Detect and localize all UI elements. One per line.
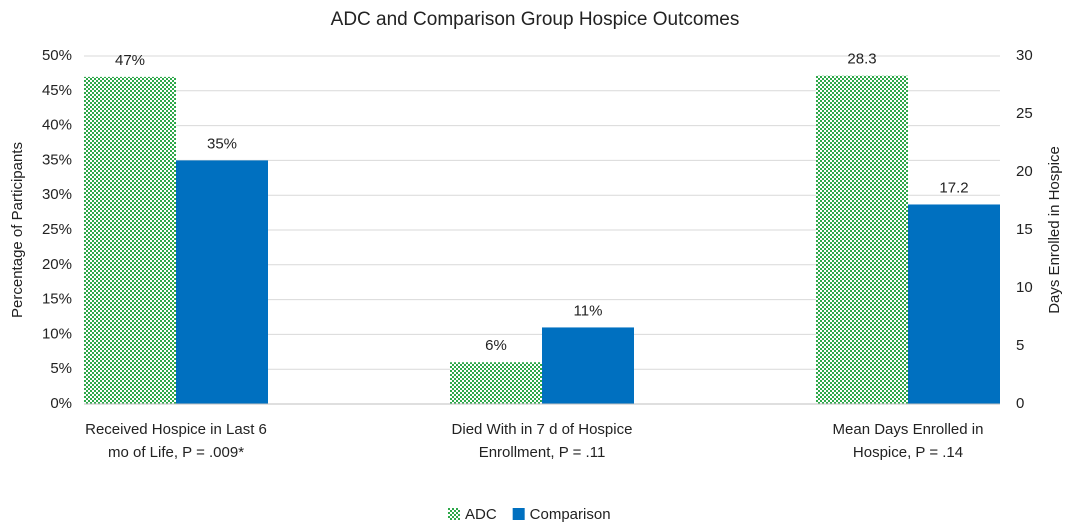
y-tick-label: 35% xyxy=(42,151,72,168)
y-tick-label: 30% xyxy=(42,186,72,203)
y2-axis-label: Days Enrolled in Hospice xyxy=(1046,146,1063,314)
y-tick-label: 40% xyxy=(42,117,72,134)
y-tick-label: 20% xyxy=(42,256,72,273)
bar xyxy=(450,362,542,404)
y2-tick-label: 30 xyxy=(1016,47,1033,64)
y-tick-label: 10% xyxy=(42,325,72,342)
bar xyxy=(84,76,176,404)
y-tick-label: 50% xyxy=(42,47,72,64)
bar xyxy=(176,160,268,404)
x-tick-label: Received Hospice in Last 6 mo of Life, P… xyxy=(85,421,267,461)
bar xyxy=(908,204,1000,404)
value-label: 47% xyxy=(115,52,145,69)
y2-tick-label: 25 xyxy=(1016,105,1033,122)
y-tick-label: 25% xyxy=(42,221,72,238)
y2-tick-label: 15 xyxy=(1016,221,1033,238)
x-tick-label: Died With in 7 d of Hospice Enrollment, … xyxy=(451,421,633,461)
legend-label: ADC xyxy=(465,506,497,523)
y2-tick-label: 5 xyxy=(1016,337,1024,354)
value-label: 35% xyxy=(207,135,237,152)
y-tick-label: 45% xyxy=(42,82,72,99)
y2-tick-label: 10 xyxy=(1016,279,1033,296)
y-axis-label: Percentage of Participants xyxy=(9,142,26,318)
y-tick-label: 5% xyxy=(50,360,72,377)
y-tick-label: 0% xyxy=(50,395,72,412)
value-label: 6% xyxy=(485,337,507,354)
legend-swatch xyxy=(448,508,460,520)
x-tick-label: Mean Days Enrolled in Hospice, P = .14 xyxy=(832,421,984,461)
bar xyxy=(816,75,908,404)
value-label: 17.2 xyxy=(939,179,968,196)
bar xyxy=(542,327,634,404)
value-label: 11% xyxy=(574,302,603,319)
y-tick-label: 15% xyxy=(42,291,72,308)
value-label: 28.3 xyxy=(847,51,876,68)
y2-tick-label: 0 xyxy=(1016,395,1024,412)
y2-tick-label: 20 xyxy=(1016,163,1033,180)
legend-label: Comparison xyxy=(530,506,611,523)
chart-title: ADC and Comparison Group Hospice Outcome… xyxy=(331,9,740,30)
legend-swatch xyxy=(512,508,525,520)
